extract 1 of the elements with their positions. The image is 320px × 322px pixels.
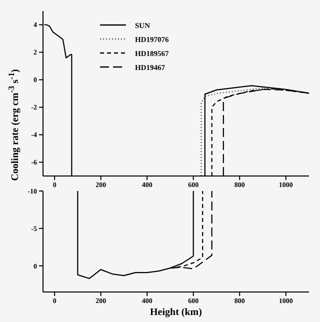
x-axis-title: Height (km) [150,307,202,318]
